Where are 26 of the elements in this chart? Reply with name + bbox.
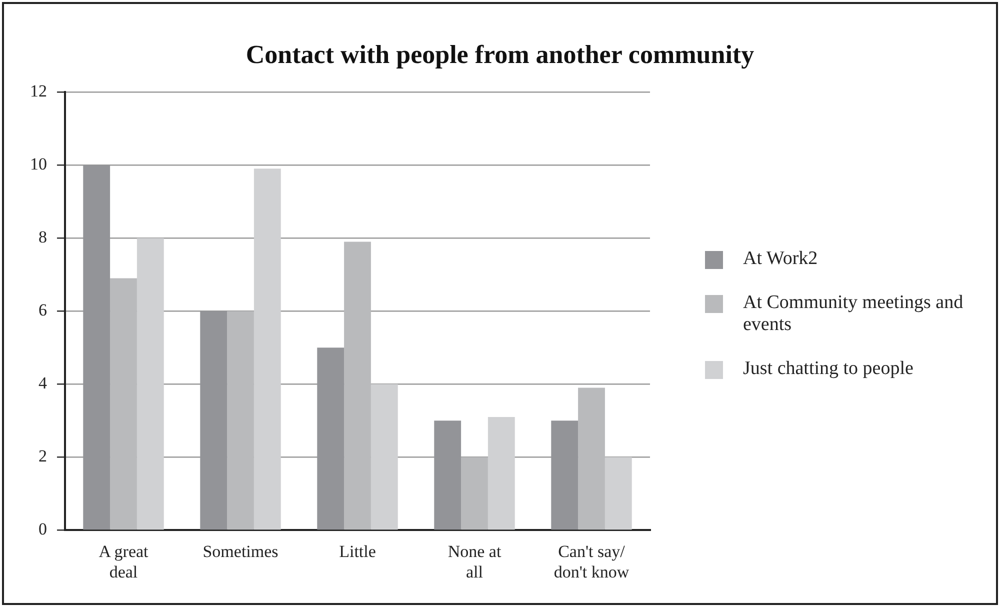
bar [370, 384, 398, 530]
bar [110, 278, 137, 530]
legend-label: At Work2 [743, 248, 818, 270]
y-tick-label: 2 [38, 446, 47, 466]
y-tick-label: 6 [38, 300, 47, 320]
x-tick-label: None at all [448, 542, 502, 582]
y-tick-label: 4 [38, 374, 48, 393]
x-tick-label: Sometimes [202, 542, 278, 561]
legend-label: Just chatting to people [743, 358, 914, 380]
y-tick-label: 12 [30, 81, 47, 100]
bar [488, 417, 515, 530]
bar [254, 168, 281, 530]
bar [227, 311, 254, 530]
bar [604, 457, 632, 530]
x-tick-label: Can't say/ don't know [554, 542, 630, 582]
y-tick-label: 10 [30, 154, 47, 174]
x-tick-label: Little [339, 542, 376, 561]
x-tick-label: A great deal [98, 542, 149, 582]
bar [461, 457, 488, 530]
bar [136, 238, 164, 530]
legend-label: At Community meetings and events [743, 292, 964, 336]
y-tick-label: 8 [38, 228, 47, 247]
bar [578, 388, 605, 530]
chart-title: Contact with people from another community [244, 40, 756, 70]
bar [344, 242, 371, 530]
y-tick-label: 0 [38, 520, 47, 539]
